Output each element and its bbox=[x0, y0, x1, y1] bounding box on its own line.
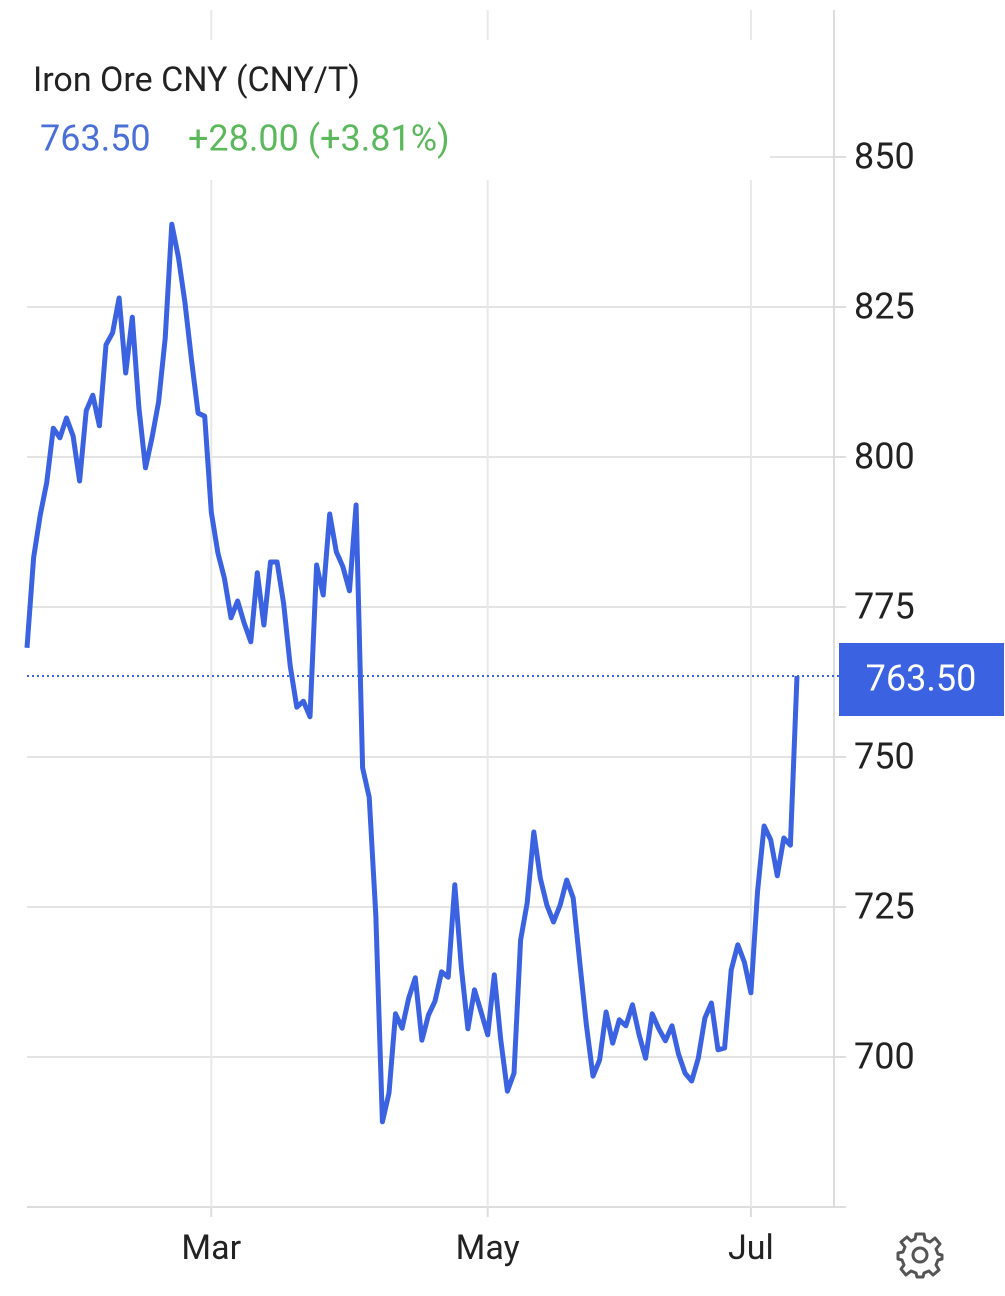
plot-area bbox=[24, 10, 846, 1217]
y-tick-label: 700 bbox=[854, 1036, 915, 1078]
gear-outline bbox=[896, 1232, 944, 1279]
x-tick-label: Jul bbox=[728, 1228, 774, 1268]
last-price-box bbox=[839, 643, 1004, 716]
y-tick-label: 800 bbox=[854, 436, 915, 478]
x-tick-label: May bbox=[456, 1228, 520, 1268]
overlay: 700 725 750 775 800 825 850 Mar May Jul 763.50 bbox=[181, 136, 1004, 1268]
x-tick-label: Mar bbox=[181, 1228, 241, 1268]
header-background bbox=[20, 40, 770, 180]
last-price-label: 763.50 bbox=[866, 658, 977, 700]
y-tick-label: 750 bbox=[854, 736, 915, 778]
y-tick-label: 725 bbox=[854, 886, 915, 928]
gear-center bbox=[911, 1246, 929, 1264]
settings-icon[interactable] bbox=[896, 1232, 944, 1279]
change: +28.00 (+3.81%) bbox=[188, 118, 450, 160]
price-line bbox=[24, 221, 800, 1125]
y-tick-label: 825 bbox=[854, 286, 915, 328]
y-tick-label: 775 bbox=[854, 586, 915, 628]
price: 763.50 bbox=[40, 118, 151, 160]
chart-title: Iron Ore CNY (CNY/T) bbox=[33, 60, 360, 100]
y-tick-label: 850 bbox=[854, 136, 915, 178]
